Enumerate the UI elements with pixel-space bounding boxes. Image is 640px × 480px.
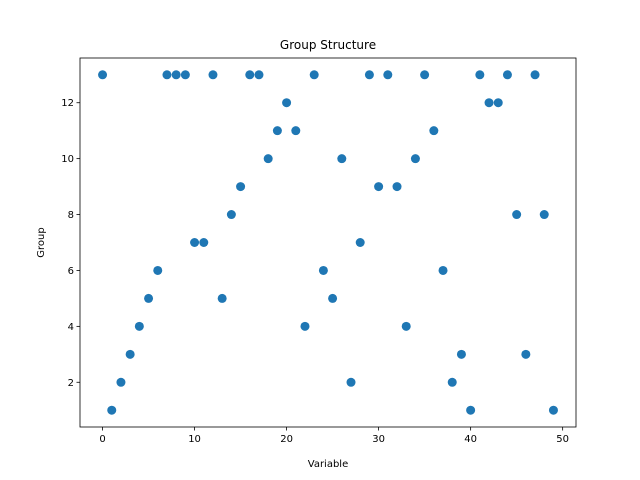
data-point-49 — [548, 405, 558, 415]
data-point-44 — [502, 70, 512, 80]
x-tick-label-0: 0 — [99, 434, 105, 445]
data-point-13 — [217, 293, 227, 303]
data-point-30 — [374, 182, 384, 192]
data-point-8 — [171, 70, 181, 80]
data-point-0 — [98, 70, 108, 80]
data-point-39 — [456, 349, 466, 359]
data-point-12 — [208, 70, 218, 80]
data-point-45 — [512, 210, 522, 220]
data-point-38 — [447, 377, 457, 387]
data-point-3 — [125, 349, 135, 359]
data-point-10 — [190, 238, 200, 247]
data-point-17 — [254, 70, 264, 80]
data-point-7 — [162, 70, 172, 80]
data-point-48 — [539, 210, 549, 220]
data-point-31 — [383, 70, 393, 80]
ticks-layer: 0 10 20 30 40 50 2 4 6 8 10 12 — [61, 98, 569, 445]
data-point-20 — [282, 98, 292, 108]
data-point-32 — [392, 182, 402, 192]
x-tick-label-4: 40 — [464, 434, 477, 445]
data-point-9 — [180, 70, 190, 80]
data-point-42 — [484, 98, 494, 108]
data-point-4 — [134, 321, 144, 331]
y-tick-label-1: 4 — [68, 322, 74, 333]
data-point-28 — [355, 238, 365, 247]
data-point-1 — [107, 405, 117, 415]
data-point-33 — [401, 321, 411, 331]
data-point-46 — [521, 349, 531, 359]
y-tick-label-4: 10 — [61, 154, 74, 165]
y-tick-label-5: 12 — [61, 98, 74, 109]
data-point-36 — [429, 126, 439, 136]
data-point-18 — [263, 154, 273, 164]
data-point-16 — [245, 70, 255, 80]
x-tick-label-1: 10 — [188, 434, 201, 445]
y-tick-label-3: 8 — [68, 210, 74, 221]
x-tick-label-3: 30 — [372, 434, 385, 445]
plot-frame — [79, 57, 577, 428]
data-point-35 — [420, 70, 430, 80]
y-axis-label: Group — [36, 227, 47, 257]
data-point-14 — [226, 210, 236, 220]
x-tick-label-2: 20 — [280, 434, 293, 445]
y-tick-label-2: 6 — [68, 266, 74, 277]
data-point-24 — [318, 265, 328, 275]
data-point-25 — [328, 293, 338, 303]
data-point-22 — [300, 321, 310, 331]
data-point-47 — [530, 70, 540, 80]
data-point-34 — [410, 154, 420, 164]
data-point-40 — [466, 405, 476, 415]
points-layer — [98, 70, 558, 415]
data-point-5 — [144, 293, 154, 303]
data-point-41 — [475, 70, 485, 80]
data-point-2 — [116, 377, 126, 387]
y-tick-label-0: 2 — [68, 378, 74, 389]
data-point-29 — [364, 70, 374, 80]
data-point-27 — [346, 377, 356, 387]
chart-title: Group Structure — [280, 38, 376, 52]
data-point-19 — [272, 126, 282, 136]
data-point-6 — [153, 265, 163, 275]
data-point-37 — [438, 265, 448, 275]
data-point-43 — [493, 98, 503, 108]
data-point-11 — [199, 238, 209, 247]
x-tick-label-5: 50 — [556, 434, 569, 445]
data-point-21 — [291, 126, 301, 136]
data-point-23 — [309, 70, 319, 80]
data-point-15 — [236, 182, 246, 192]
x-axis-label: Variable — [308, 459, 349, 470]
data-point-26 — [337, 154, 347, 164]
